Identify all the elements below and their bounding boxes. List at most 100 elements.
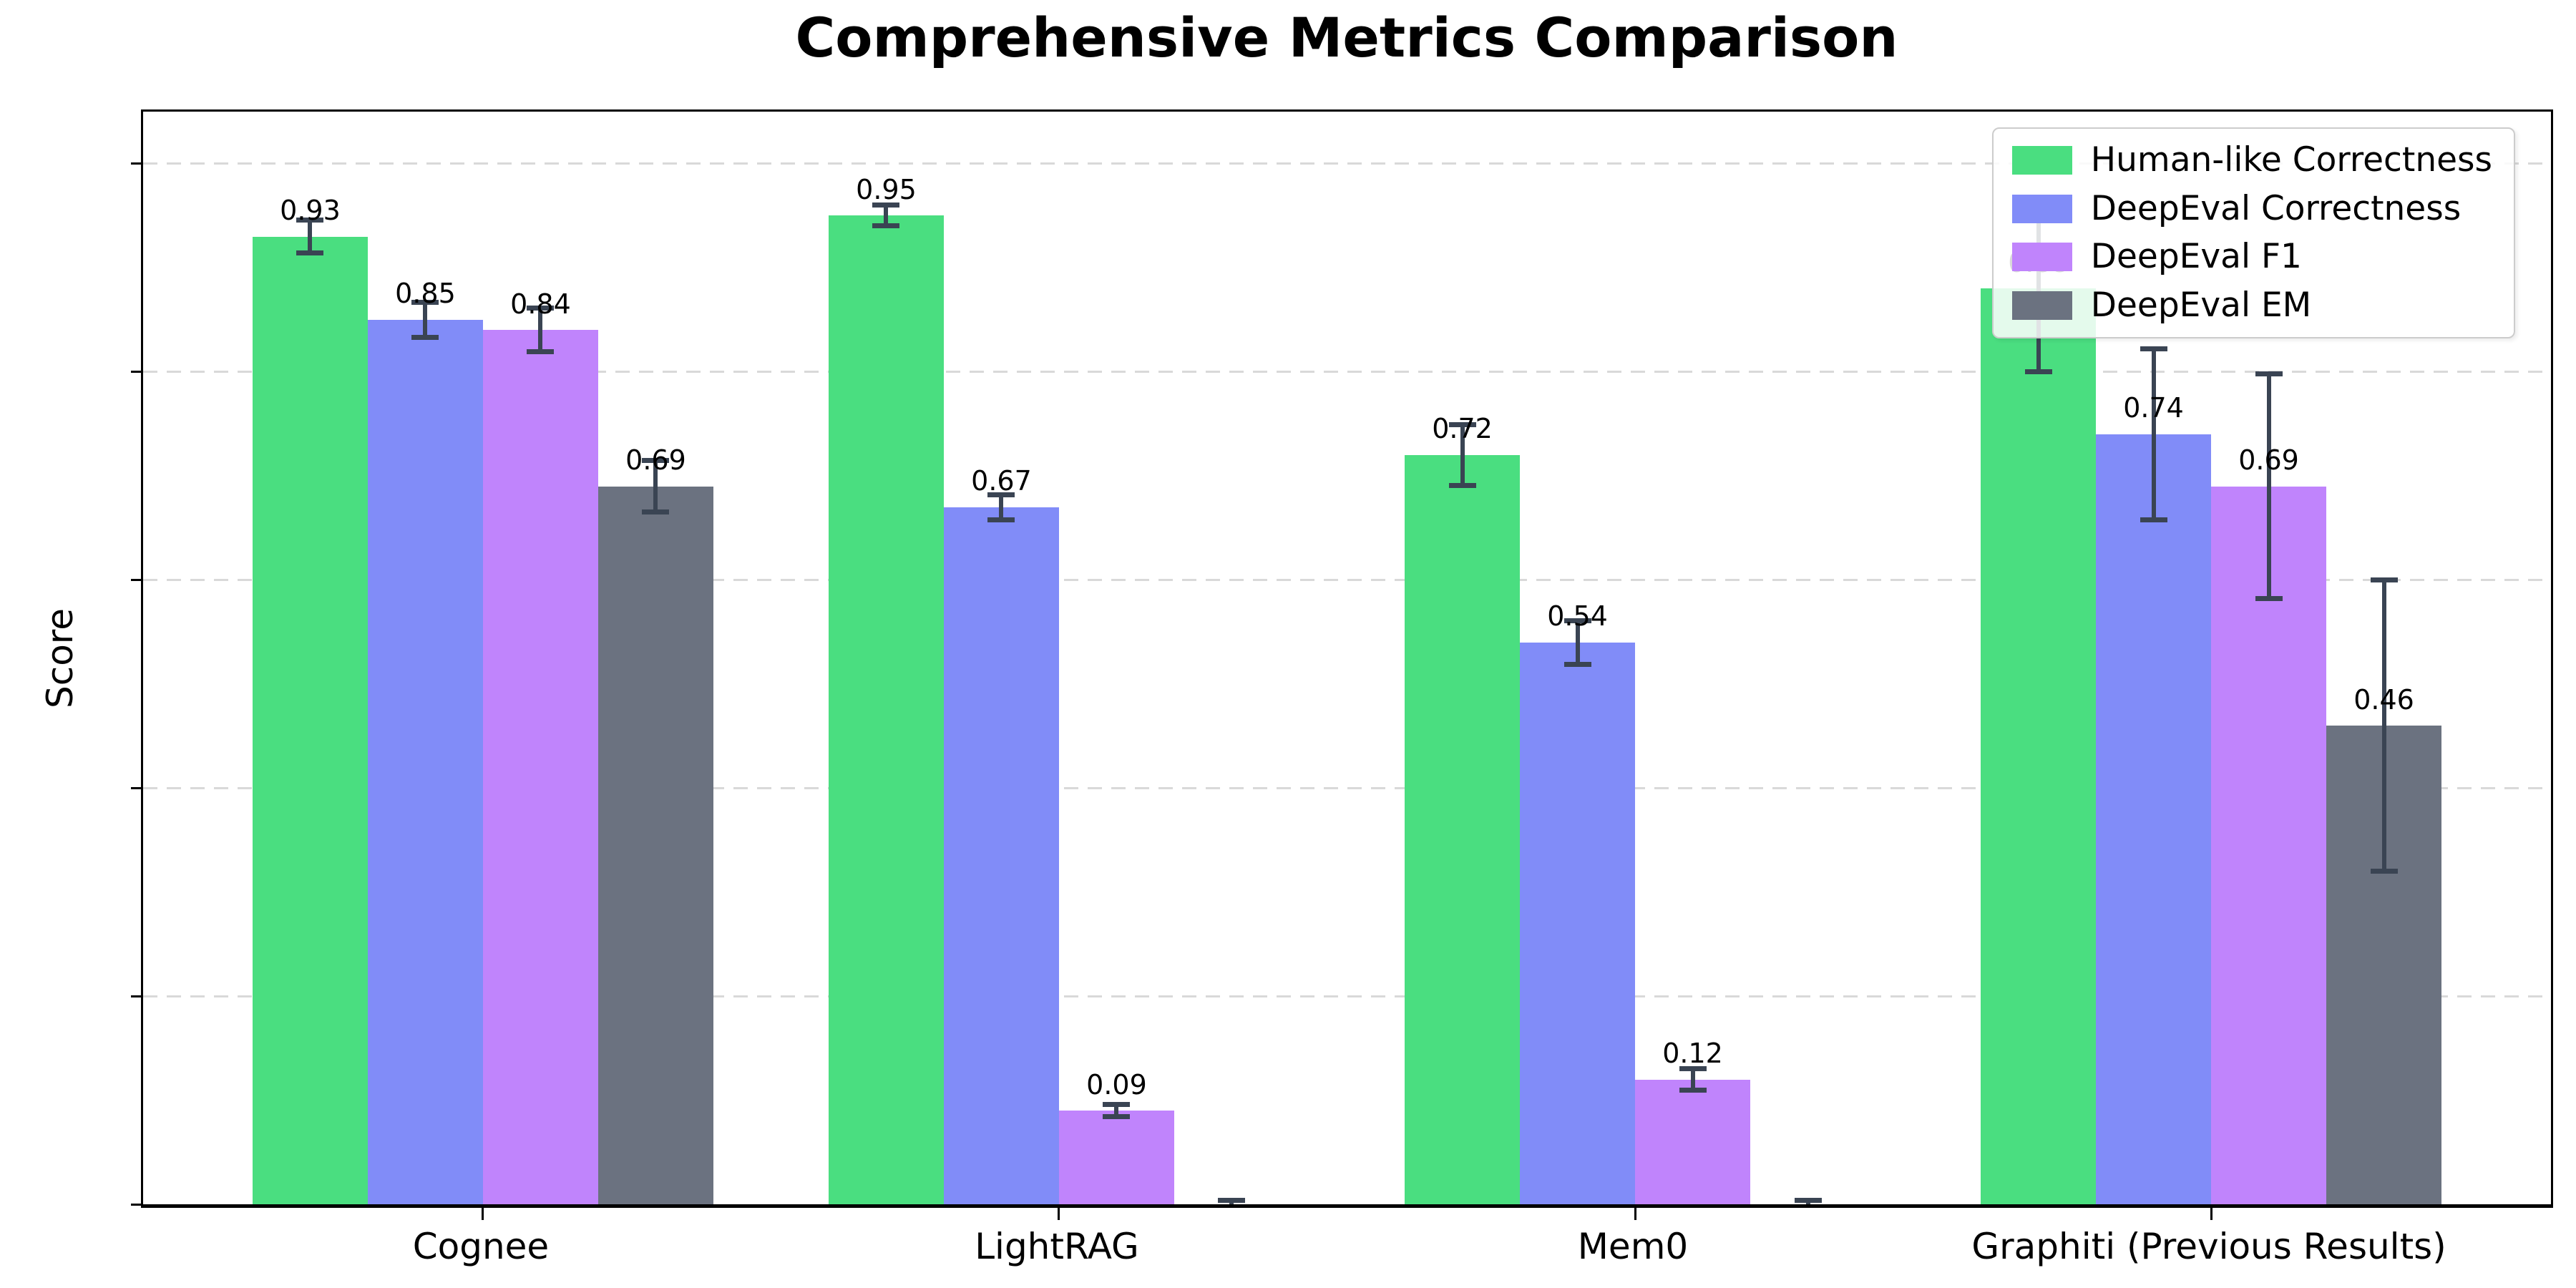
bar — [1058, 1111, 1174, 1204]
legend-label: DeepEval EM — [2090, 286, 2312, 326]
error-bar — [308, 220, 313, 253]
error-bar-cap-top — [2140, 346, 2167, 352]
legend-swatch — [2011, 291, 2072, 320]
legend-item: Human-like Correctness — [2011, 140, 2492, 180]
bar-value-label: 0.72 — [1432, 413, 1493, 445]
error-bar-cap-bottom — [2255, 596, 2283, 602]
legend-swatch — [2011, 194, 2072, 223]
error-bar-cap-top — [1103, 1101, 1131, 1107]
bar-value-label: 0.67 — [971, 465, 1032, 497]
chart-title: Comprehensive Metrics Comparison — [795, 6, 1898, 69]
y-tick — [131, 995, 143, 997]
bar-value-label: 0.69 — [2238, 444, 2299, 476]
error-bar — [423, 302, 428, 338]
plot-area: 0.930.950.720.880.850.670.540.740.840.09… — [131, 109, 2553, 1220]
gridline — [143, 371, 2551, 374]
legend-item: DeepEval Correctness — [2011, 188, 2492, 228]
error-bar-cap-top — [1679, 1066, 1707, 1072]
error-bar — [1114, 1104, 1119, 1117]
bar-value-label: 0.84 — [510, 288, 571, 320]
legend-swatch — [2011, 243, 2072, 272]
legend: Human-like Correctness DeepEval Correctne… — [1991, 127, 2515, 338]
x-tick-label: Graphiti (Previous Results) — [1971, 1226, 2446, 1267]
x-tick — [1634, 1208, 1636, 1220]
bar — [252, 236, 368, 1204]
bar — [597, 486, 713, 1204]
error-bar-cap-bottom — [2370, 869, 2398, 874]
bar — [1520, 642, 1635, 1204]
x-tick-label: LightRAG — [975, 1226, 1139, 1267]
gridline — [143, 578, 2551, 581]
error-bar-cap-bottom — [1563, 661, 1591, 667]
error-bar-cap-top — [1563, 618, 1591, 623]
x-tick — [1058, 1208, 1060, 1220]
gridline — [143, 786, 2551, 789]
error-bar-cap-bottom — [1448, 482, 1476, 488]
y-tick — [131, 786, 143, 789]
bar — [2096, 434, 2212, 1204]
bar — [828, 215, 944, 1204]
bar — [482, 330, 598, 1204]
error-bar — [1575, 620, 1580, 665]
error-bar-cap-top — [642, 457, 670, 463]
y-tick — [131, 1203, 143, 1206]
bar-value-label: 0.69 — [625, 444, 686, 476]
bar — [1405, 454, 1520, 1204]
error-bar-cap-bottom — [2024, 369, 2052, 375]
error-bar — [1690, 1068, 1695, 1091]
error-bar-cap-top — [872, 203, 900, 208]
bar-value-label: 0.93 — [280, 194, 341, 226]
gridline — [143, 162, 2551, 165]
x-tick — [482, 1208, 484, 1220]
error-bar — [538, 308, 543, 352]
x-tick-label: Cognee — [412, 1226, 550, 1267]
legend-item: DeepEval F1 — [2011, 237, 2492, 277]
bar — [2211, 486, 2327, 1204]
error-bar-cap-bottom — [411, 335, 439, 341]
y-tick — [131, 371, 143, 374]
bar-value-label: 0.46 — [2353, 683, 2414, 716]
error-bar-cap-top — [296, 217, 324, 223]
error-bar-cap-bottom — [872, 223, 900, 229]
error-bar-cap-bottom — [987, 517, 1015, 522]
legend-label: DeepEval Correctness — [2090, 188, 2462, 228]
error-bar — [2381, 580, 2386, 872]
bar-value-label: 0.85 — [395, 278, 456, 310]
bar — [943, 507, 1059, 1204]
error-bar — [653, 460, 658, 512]
error-bar-cap-top — [2370, 577, 2398, 582]
bar-value-label: 0.09 — [1086, 1068, 1147, 1101]
error-bar-cap-bottom — [1103, 1114, 1131, 1120]
error-bar-cap-top — [1448, 422, 1476, 428]
x-tick — [2210, 1208, 2212, 1220]
error-bar-cap-top — [1794, 1197, 1822, 1203]
error-bar-cap-bottom — [2140, 517, 2167, 522]
error-bar-cap-top — [527, 306, 555, 311]
error-bar-cap-top — [987, 492, 1015, 497]
error-bar — [2151, 348, 2156, 520]
legend-label: Human-like Correctness — [2090, 140, 2492, 180]
error-bar — [999, 494, 1004, 520]
bar-value-label: 0.54 — [1547, 600, 1608, 633]
error-bar-cap-top — [1218, 1197, 1246, 1203]
error-bar-cap-top — [2255, 371, 2283, 376]
bar-value-label: 0.74 — [2123, 392, 2184, 424]
x-tick-label: Mem0 — [1577, 1226, 1689, 1267]
y-tick — [131, 578, 143, 581]
error-bar-cap-bottom — [1679, 1087, 1707, 1093]
error-bar-cap-bottom — [642, 509, 670, 515]
bar-value-label: 0.95 — [856, 173, 917, 205]
bar — [367, 319, 483, 1204]
legend-swatch — [2011, 145, 2072, 175]
error-bar-cap-top — [411, 299, 439, 305]
bar-value-label: 0.12 — [1662, 1037, 1723, 1069]
error-bar-cap-bottom — [296, 250, 324, 256]
bar — [1635, 1079, 1750, 1204]
y-tick — [131, 162, 143, 165]
error-bar — [2266, 374, 2271, 599]
gridline — [143, 995, 2551, 997]
bar — [1981, 288, 2097, 1204]
legend-label: DeepEval F1 — [2090, 237, 2302, 277]
error-bar-cap-bottom — [527, 349, 555, 355]
